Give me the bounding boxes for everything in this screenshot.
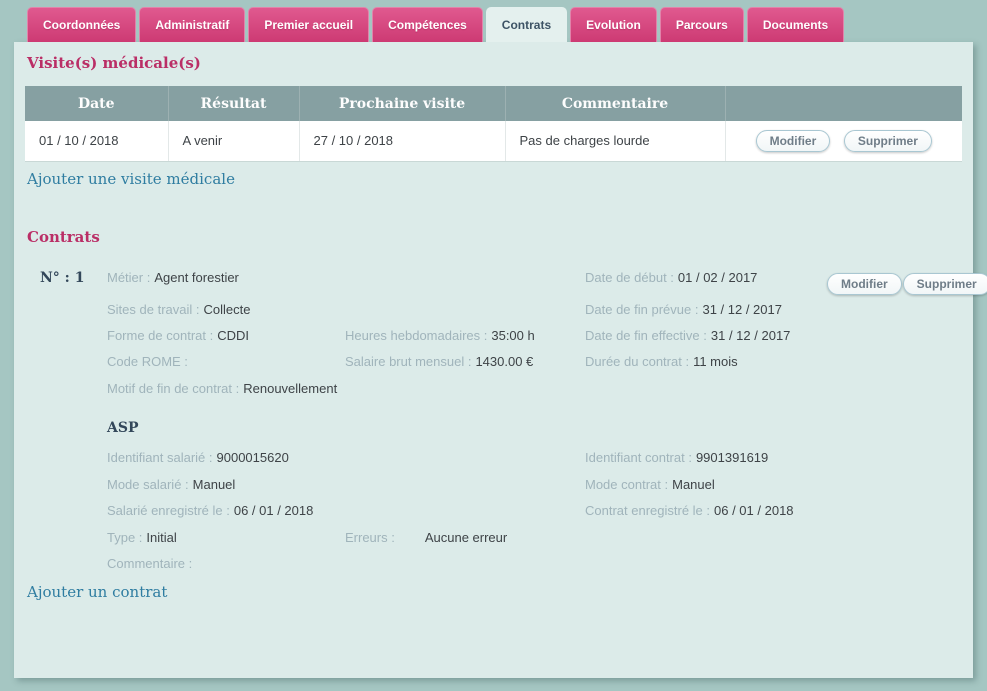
field-duree-contrat: Durée du contrat :11 mois bbox=[585, 354, 738, 369]
field-salarie-enregistre-value: 06 / 01 / 2018 bbox=[233, 503, 314, 518]
field-salaire-value: 1430.00 € bbox=[475, 354, 534, 369]
tab-documents[interactable]: Documents bbox=[746, 7, 845, 42]
field-id-contrat-value: 9901391619 bbox=[695, 450, 769, 465]
tab-competences[interactable]: Compétences bbox=[372, 7, 483, 42]
field-date-debut: Date de début :01 / 02 / 2017 bbox=[585, 270, 757, 285]
field-erreurs-value: Aucune erreur bbox=[424, 530, 508, 545]
field-metier-label: Métier : bbox=[107, 270, 151, 285]
visit-next-visit-cell: 27 / 10 / 2018 bbox=[299, 121, 506, 162]
tab-parcours[interactable]: Parcours bbox=[659, 7, 744, 42]
visit-date-cell: 01 / 10 / 2018 bbox=[25, 121, 169, 162]
tab-administratif[interactable]: Administratif bbox=[139, 7, 246, 42]
field-mode-contrat-value: Manuel bbox=[672, 477, 715, 492]
medical-visit-row: 01 / 10 / 2018 A venir 27 / 10 / 2018 Pa… bbox=[25, 121, 962, 162]
contracts-title: Contrats bbox=[27, 228, 100, 246]
field-metier-value: Agent forestier bbox=[154, 270, 239, 285]
field-mode-salarie-label: Mode salarié : bbox=[107, 477, 189, 492]
field-motif-label: Motif de fin de contrat : bbox=[107, 381, 240, 396]
column-header-next-visit: Prochaine visite bbox=[299, 86, 506, 121]
visit-comment-cell: Pas de charges lourde bbox=[505, 121, 726, 162]
visit-actions-cell: Modifier Supprimer bbox=[725, 121, 962, 162]
medical-visits-title: Visite(s) médicale(s) bbox=[27, 54, 201, 72]
field-date-fin-effective-value: 31 / 12 / 2017 bbox=[710, 328, 791, 343]
add-medical-visit-link[interactable]: Ajouter une visite médicale bbox=[27, 170, 235, 188]
field-identifiant-contrat: Identifiant contrat :9901391619 bbox=[585, 450, 768, 465]
field-mode-contrat-label: Mode contrat : bbox=[585, 477, 669, 492]
field-commentaire: Commentaire : bbox=[107, 556, 196, 571]
add-contract-link[interactable]: Ajouter un contrat bbox=[27, 583, 168, 601]
tab-contrats[interactable]: Contrats bbox=[485, 7, 568, 42]
field-heures-label: Heures hebdomadaires : bbox=[345, 328, 488, 343]
medical-visits-header-row: Date Résultat Prochaine visite Commentai… bbox=[25, 86, 962, 121]
field-date-fin-prevue-value: 31 / 12 / 2017 bbox=[702, 302, 782, 317]
field-contrat-enregistre-value: 06 / 01 / 2018 bbox=[714, 503, 794, 518]
field-heures-value: 35:00 h bbox=[491, 328, 535, 343]
asp-title: ASP bbox=[107, 420, 139, 436]
column-header-comment: Commentaire bbox=[505, 86, 726, 121]
field-forme-value: CDDI bbox=[217, 328, 249, 343]
field-duree-value: 11 mois bbox=[693, 354, 738, 369]
field-code-rome: Code ROME : bbox=[107, 354, 192, 369]
visit-modify-button[interactable]: Modifier bbox=[755, 129, 831, 152]
field-date-fin-effective: Date de fin effective :31 / 12 / 2017 bbox=[585, 328, 790, 343]
field-forme-de-contrat: Forme de contrat : CDDI bbox=[107, 328, 249, 343]
field-sites-label: Sites de travail : bbox=[107, 302, 200, 317]
field-contrat-enregistre-le: Contrat enregistré le :06 / 01 / 2018 bbox=[585, 503, 794, 518]
column-header-actions bbox=[725, 86, 962, 121]
field-code-rome-label: Code ROME : bbox=[107, 354, 188, 369]
field-date-fin-prevue-label: Date de fin prévue : bbox=[585, 302, 699, 317]
field-type-value: Initial bbox=[146, 530, 177, 545]
tab-evolution[interactable]: Evolution bbox=[570, 7, 657, 42]
field-date-debut-label: Date de début : bbox=[585, 270, 674, 285]
contract-number: N° : 1 bbox=[40, 270, 85, 286]
field-motif-fin-contrat: Motif de fin de contrat : Renouvellement bbox=[107, 381, 337, 396]
field-salarie-enregistre-le: Salarié enregistré le :06 / 01 / 2018 bbox=[107, 503, 313, 518]
field-date-fin-effective-label: Date de fin effective : bbox=[585, 328, 707, 343]
field-contrat-enregistre-label: Contrat enregistré le : bbox=[585, 503, 711, 518]
contract-modify-button[interactable]: Modifier bbox=[827, 273, 902, 295]
field-salaire-brut: Salaire brut mensuel :1430.00 € bbox=[345, 354, 533, 369]
field-metier: Métier : Agent forestier bbox=[107, 270, 239, 285]
field-id-salarie-label: Identifiant salarié : bbox=[107, 450, 213, 465]
field-mode-contrat: Mode contrat : Manuel bbox=[585, 477, 715, 492]
field-duree-label: Durée du contrat : bbox=[585, 354, 690, 369]
field-mode-salarie-value: Manuel bbox=[192, 477, 236, 492]
field-heures-hebdomadaires: Heures hebdomadaires :35:00 h bbox=[345, 328, 535, 343]
field-commentaire-label: Commentaire : bbox=[107, 556, 193, 571]
field-mode-salarie: Mode salarié : Manuel bbox=[107, 477, 235, 492]
field-motif-value: Renouvellement bbox=[243, 381, 338, 396]
field-date-debut-value: 01 / 02 / 2017 bbox=[677, 270, 758, 285]
field-id-contrat-label: Identifiant contrat : bbox=[585, 450, 692, 465]
field-id-salarie-value: 9000015620 bbox=[216, 450, 289, 465]
field-sites-de-travail: Sites de travail : Collecte bbox=[107, 302, 250, 317]
contract-actions: Modifier Supprimer bbox=[826, 273, 987, 295]
field-date-fin-prevue: Date de fin prévue :31 / 12 / 2017 bbox=[585, 302, 782, 317]
tab-coordonnees[interactable]: Coordonnées bbox=[27, 7, 137, 42]
field-type-label: Type : bbox=[107, 530, 143, 545]
column-header-result: Résultat bbox=[168, 86, 300, 121]
field-erreurs: Erreurs : Aucune erreur bbox=[345, 530, 507, 545]
field-salarie-enregistre-label: Salarié enregistré le : bbox=[107, 503, 230, 518]
column-header-date: Date bbox=[25, 86, 169, 121]
visit-delete-button[interactable]: Supprimer bbox=[843, 129, 932, 152]
tab-premier-accueil[interactable]: Premier accueil bbox=[248, 7, 370, 42]
field-forme-label: Forme de contrat : bbox=[107, 328, 214, 343]
medical-visits-table: Date Résultat Prochaine visite Commentai… bbox=[25, 86, 962, 162]
field-salaire-label: Salaire brut mensuel : bbox=[345, 354, 472, 369]
field-sites-value: Collecte bbox=[203, 302, 251, 317]
field-identifiant-salarie: Identifiant salarié :9000015620 bbox=[107, 450, 289, 465]
contract-delete-button[interactable]: Supprimer bbox=[902, 273, 987, 295]
visit-result-cell: A venir bbox=[168, 121, 300, 162]
contrats-tab-panel: Visite(s) médicale(s) Date Résultat Proc… bbox=[14, 42, 987, 678]
tab-bar: Coordonnées Administratif Premier accuei… bbox=[27, 7, 845, 42]
field-type: Type : Initial bbox=[107, 530, 177, 545]
field-erreurs-label: Erreurs : bbox=[345, 530, 395, 545]
